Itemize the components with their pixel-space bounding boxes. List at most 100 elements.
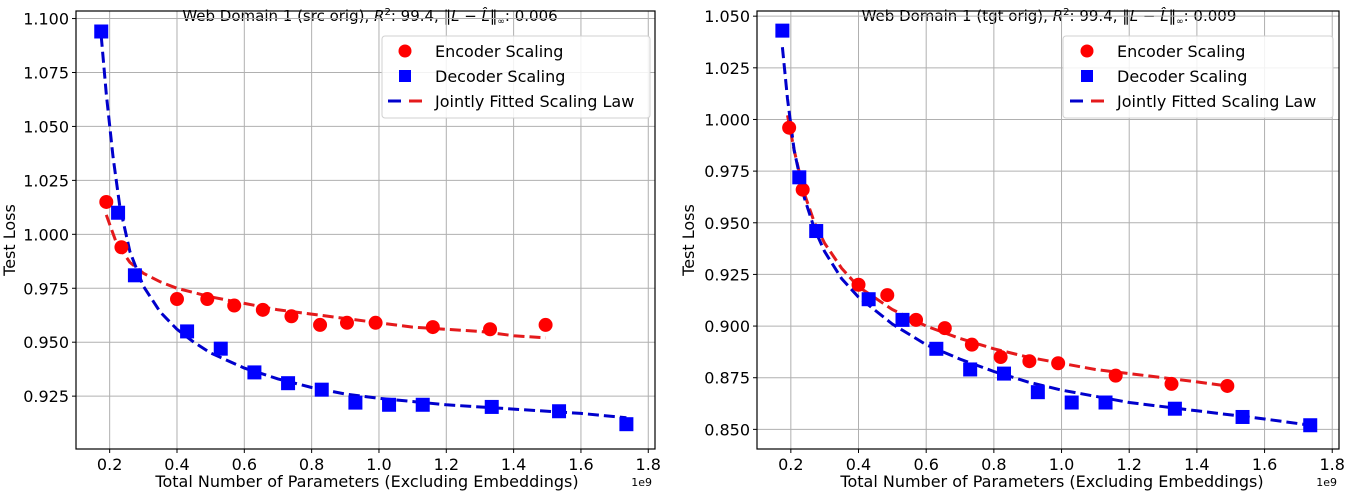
right-chart-panel: Web Domain 1 (tgt orig), R2: 99.4, ‖L − … xyxy=(679,6,1345,491)
x-tick-label: 0.8 xyxy=(299,455,324,474)
encoder-point xyxy=(255,302,270,317)
decoder-point xyxy=(775,23,790,38)
legend: Encoder Scaling Decoder Scaling Jointly … xyxy=(381,35,651,119)
decoder-point xyxy=(111,205,126,220)
decoder-point xyxy=(281,376,296,391)
legend-decoder-label: Decoder Scaling xyxy=(1117,67,1247,86)
legend: Encoder Scaling Decoder Scaling Jointly … xyxy=(1062,35,1334,119)
chart-title: Web Domain 1 (src orig), R2: 99.4, ‖L − … xyxy=(182,6,557,27)
x-tick-label: 1.4 xyxy=(501,455,526,474)
data-markers xyxy=(94,24,634,432)
legend-fit-label: Jointly Fitted Scaling Law xyxy=(1116,92,1316,111)
x-tick-label: 0.4 xyxy=(846,455,871,474)
y-tick-label: 1.050 xyxy=(23,117,69,136)
legend-box xyxy=(381,35,651,119)
decoder-point xyxy=(929,341,944,356)
y-tick-label: 0.925 xyxy=(23,387,69,406)
y-tick-label: 1.050 xyxy=(704,7,750,26)
x-tick-label: 1.2 xyxy=(1116,455,1141,474)
x-tick-label: 1.6 xyxy=(568,455,593,474)
encoder-point xyxy=(782,120,797,135)
encoder-fit-line xyxy=(786,115,1228,388)
y-tick-label: 1.000 xyxy=(704,110,750,129)
x-axis-label: Total Number of Parameters (Excluding Em… xyxy=(154,472,578,491)
encoder-point xyxy=(1022,354,1037,369)
decoder-point xyxy=(552,404,567,419)
encoder-point xyxy=(425,320,440,335)
x-ticks: 0.2 0.4 0.6 0.8 1.0 1.2 1.4 1.6 1.8 xyxy=(97,449,661,474)
encoder-point xyxy=(538,317,553,332)
decoder-point xyxy=(963,362,978,377)
decoder-point xyxy=(1167,401,1182,416)
encoder-point xyxy=(200,292,215,307)
encoder-point xyxy=(284,309,299,324)
legend-box xyxy=(1062,35,1334,119)
y-tick-label: 1.100 xyxy=(23,10,69,29)
decoder-point xyxy=(895,312,910,327)
x-tick-label: 0.2 xyxy=(97,455,122,474)
decoder-point xyxy=(213,341,228,356)
encoder-point xyxy=(880,288,895,303)
x-tick-label: 0.8 xyxy=(981,455,1006,474)
decoder-point xyxy=(1064,395,1079,410)
y-tick-label: 1.025 xyxy=(704,59,750,78)
legend-decoder-label: Decoder Scaling xyxy=(435,67,565,86)
encoder-point xyxy=(483,322,498,337)
x-axis-offset-label: 1e9 xyxy=(1316,476,1337,489)
decoder-point xyxy=(484,399,499,414)
x-tick-label: 1.4 xyxy=(1184,455,1209,474)
decoder-point xyxy=(861,292,876,307)
y-tick-label: 0.975 xyxy=(704,162,750,181)
encoder-point xyxy=(937,321,952,336)
y-tick-label: 1.000 xyxy=(23,225,69,244)
encoder-point xyxy=(313,317,328,332)
decoder-point xyxy=(314,382,329,397)
y-tick-label: 1.075 xyxy=(23,63,69,82)
y-ticks: 0.850 0.875 0.900 0.925 0.950 0.975 1.000 1.025… xyxy=(704,7,757,439)
y-tick-label: 0.900 xyxy=(704,317,750,336)
decoder-point xyxy=(997,366,1012,381)
y-axis-label: Test Loss xyxy=(0,204,19,277)
decoder-point xyxy=(94,24,109,39)
decoder-point xyxy=(127,268,142,283)
encoder-point xyxy=(1051,356,1066,371)
decoder-point xyxy=(1235,409,1250,424)
y-tick-label: 0.850 xyxy=(704,420,750,439)
legend-decoder-marker xyxy=(399,70,411,82)
x-tick-label: 1.8 xyxy=(636,455,661,474)
encoder-point xyxy=(99,194,114,209)
decoder-point xyxy=(1030,385,1045,400)
encoder-point xyxy=(1220,378,1235,393)
encoder-point xyxy=(1108,368,1123,383)
legend-decoder-marker xyxy=(1081,70,1093,82)
data-markers xyxy=(775,23,1318,433)
encoder-point xyxy=(1164,376,1179,391)
y-axis-label: Test Loss xyxy=(679,204,698,277)
legend-encoder-marker xyxy=(1080,44,1094,58)
y-tick-label: 1.025 xyxy=(23,171,69,190)
grid-lines xyxy=(757,11,1339,449)
decoder-point xyxy=(382,397,397,412)
decoder-point xyxy=(792,170,807,185)
y-tick-label: 0.875 xyxy=(704,369,750,388)
x-tick-label: 1.6 xyxy=(1252,455,1277,474)
decoder-point xyxy=(1098,395,1113,410)
x-ticks: 0.2 0.4 0.6 0.8 1.0 1.2 1.4 1.6 1.8 xyxy=(778,449,1345,474)
y-tick-label: 0.925 xyxy=(704,265,750,284)
encoder-point xyxy=(993,350,1008,365)
y-ticks: 0.925 0.950 0.975 1.000 1.025 1.050 1.075 1.100 xyxy=(23,10,76,406)
encoder-point xyxy=(964,337,979,352)
x-tick-label: 0.6 xyxy=(913,455,938,474)
plot-frame xyxy=(756,10,1340,450)
decoder-point xyxy=(415,397,430,412)
encoder-point xyxy=(169,292,184,307)
x-tick-label: 0.4 xyxy=(164,455,189,474)
encoder-point xyxy=(339,315,354,330)
decoder-fit-line xyxy=(99,35,627,420)
x-tick-label: 1.8 xyxy=(1320,455,1345,474)
x-tick-label: 1.0 xyxy=(1049,455,1074,474)
decoder-point xyxy=(619,417,634,432)
x-axis-label: Total Number of Parameters (Excluding Em… xyxy=(839,472,1263,491)
encoder-point xyxy=(909,312,924,327)
